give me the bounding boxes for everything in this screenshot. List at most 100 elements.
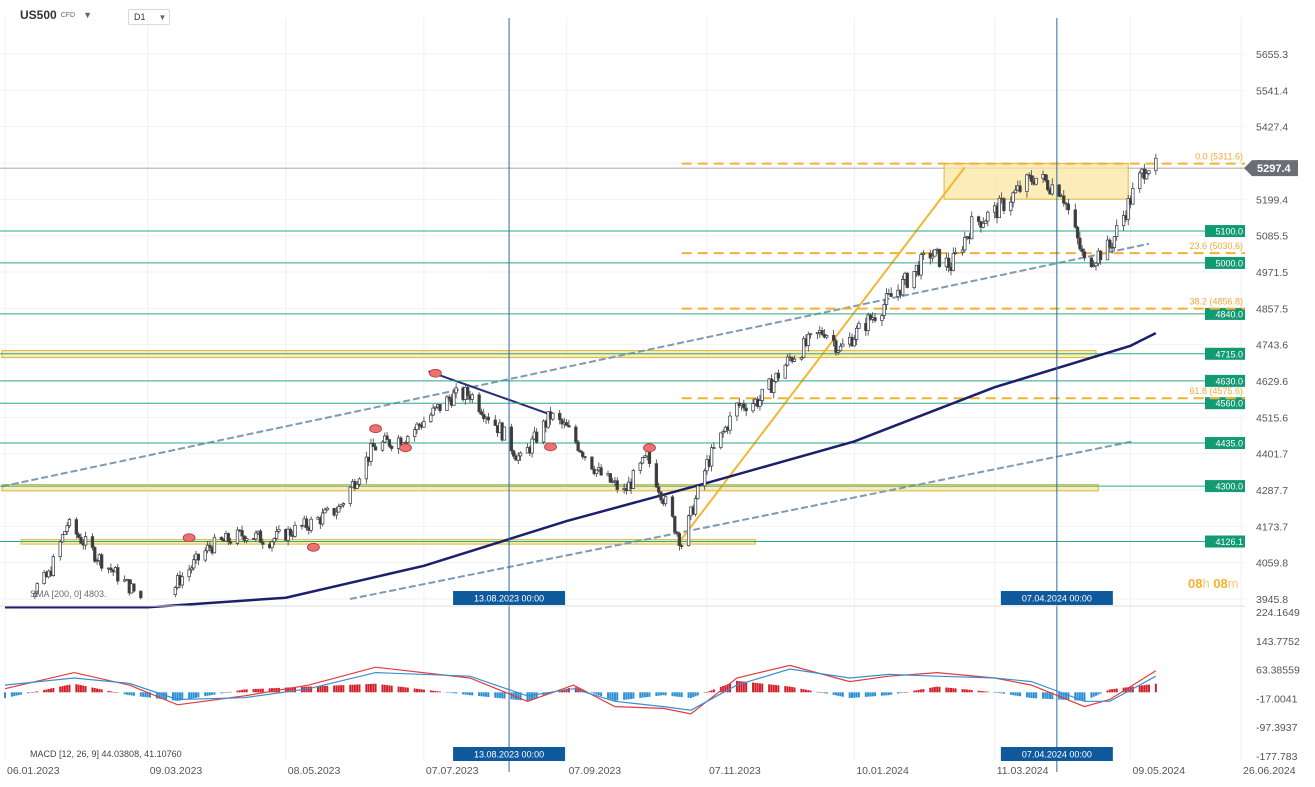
macd-histogram-bar (178, 692, 181, 701)
candle-body (677, 533, 682, 546)
candle-body (785, 356, 790, 366)
macd-histogram-bar (1000, 692, 1003, 694)
channel-lower-line (349, 440, 1134, 600)
candle-body (373, 446, 378, 451)
candle-body (1108, 239, 1112, 248)
macd-histogram-bar (335, 685, 338, 693)
fib-label: 61.8 (4575.6) (1189, 386, 1243, 396)
candle-body (930, 255, 935, 259)
candle-body (970, 216, 974, 240)
macd-histogram-bar (1108, 689, 1111, 693)
macd-histogram-bar (63, 685, 66, 693)
candle-body (680, 545, 684, 547)
candle-body (933, 249, 937, 257)
symbol-selector[interactable]: US500 CFD ▼ (20, 8, 92, 22)
macd-histogram-bar (712, 689, 715, 693)
macd-histogram-bar (390, 685, 393, 693)
macd-histogram-bar (977, 690, 980, 693)
macd-histogram-bar (874, 692, 877, 697)
macd-histogram-bar (1028, 692, 1031, 698)
macd-histogram-bar (1076, 692, 1079, 701)
candle-body (1002, 198, 1006, 212)
candle-body (320, 512, 325, 525)
event-badge (1000, 591, 1113, 605)
level-label: 4126.1 (1215, 537, 1243, 547)
macd-histogram-bar (993, 692, 996, 693)
macd-histogram-bar (742, 681, 745, 693)
macd-histogram-bar (823, 692, 826, 694)
macd-histogram-bar (1092, 692, 1095, 697)
macd-histogram-bar (897, 692, 900, 694)
candle-body (783, 364, 787, 379)
price-tick-label: 5655.3 (1256, 49, 1288, 61)
candle-body (963, 237, 967, 251)
macd-histogram-bar (243, 689, 246, 693)
macd-histogram-bar (195, 692, 198, 698)
date-tick-label: 08.05.2023 (288, 765, 341, 777)
candle-body (541, 420, 546, 443)
uptrend-line (676, 166, 966, 546)
macd-histogram-bar (708, 691, 711, 693)
macd-histogram-bar (949, 687, 952, 693)
candle-body (189, 567, 194, 571)
macd-histogram-bar (903, 692, 906, 693)
macd-histogram-bar (31, 692, 34, 693)
candle-body (1138, 172, 1142, 189)
macd-histogram-bar (639, 692, 642, 698)
level-badge (1205, 535, 1245, 548)
macd-histogram-bar (772, 684, 775, 693)
macd-histogram-bar (418, 689, 421, 693)
candle-body (187, 569, 191, 578)
macd-histogram-bar (211, 692, 214, 695)
macd-histogram-bar (287, 687, 290, 693)
candle-body (599, 467, 603, 476)
macd-histogram-bar (1074, 692, 1077, 701)
macd-histogram-bar (984, 691, 987, 693)
candle-body (477, 394, 481, 413)
macd-histogram-bar (351, 684, 354, 693)
candle-body (95, 560, 99, 563)
macd-histogram-bar (966, 689, 969, 693)
macd-histogram-bar (558, 690, 561, 693)
candle-body (873, 317, 877, 321)
price-tick-label: 5199.4 (1256, 194, 1288, 206)
sma-indicator-label: SMA [200, 0] 4803. (30, 589, 107, 599)
macd-histogram-bar (174, 692, 177, 701)
candle-body (1018, 185, 1022, 192)
macd-histogram-bar (887, 692, 890, 696)
candle-body (74, 519, 79, 535)
macd-histogram-bar (1145, 684, 1148, 693)
macd-histogram-bar (735, 680, 738, 693)
candle-body (341, 503, 345, 506)
level-label: 4300.0 (1215, 482, 1243, 492)
timeframe-selector[interactable]: D1 ▼ (128, 9, 170, 25)
instrument-type: CFD (60, 11, 76, 19)
candle-body (551, 412, 555, 420)
macd-histogram-bar (268, 688, 271, 693)
candle-body (947, 257, 951, 268)
candle-body (309, 518, 313, 531)
macd-histogram-bar (1048, 692, 1051, 700)
macd-histogram-bar (386, 685, 389, 693)
candle-body (77, 533, 81, 538)
macd-histogram-bar (273, 688, 276, 693)
macd-histogram-bar (162, 692, 165, 700)
macd-histogram-bar (1154, 683, 1157, 693)
macd-histogram-bar (706, 692, 709, 693)
macd-histogram-bar (938, 686, 941, 693)
macd-histogram-bar (816, 691, 819, 693)
macd-histogram-bar (945, 687, 948, 693)
candle-body (1046, 180, 1050, 190)
macd-histogram-bar (643, 692, 646, 698)
candle-body (901, 279, 905, 296)
candle-body (615, 480, 619, 490)
macd-histogram-bar (533, 692, 536, 699)
macd-histogram-bar (197, 692, 200, 698)
macd-histogram-bar (680, 692, 683, 698)
macd-histogram-bar (452, 692, 455, 694)
macd-indicator-label: MACD [12, 26, 9] 44.03808, 41.10760 (30, 749, 182, 759)
candle-body (337, 506, 341, 513)
candle-body (139, 590, 143, 599)
macd-histogram-bar (333, 685, 336, 693)
